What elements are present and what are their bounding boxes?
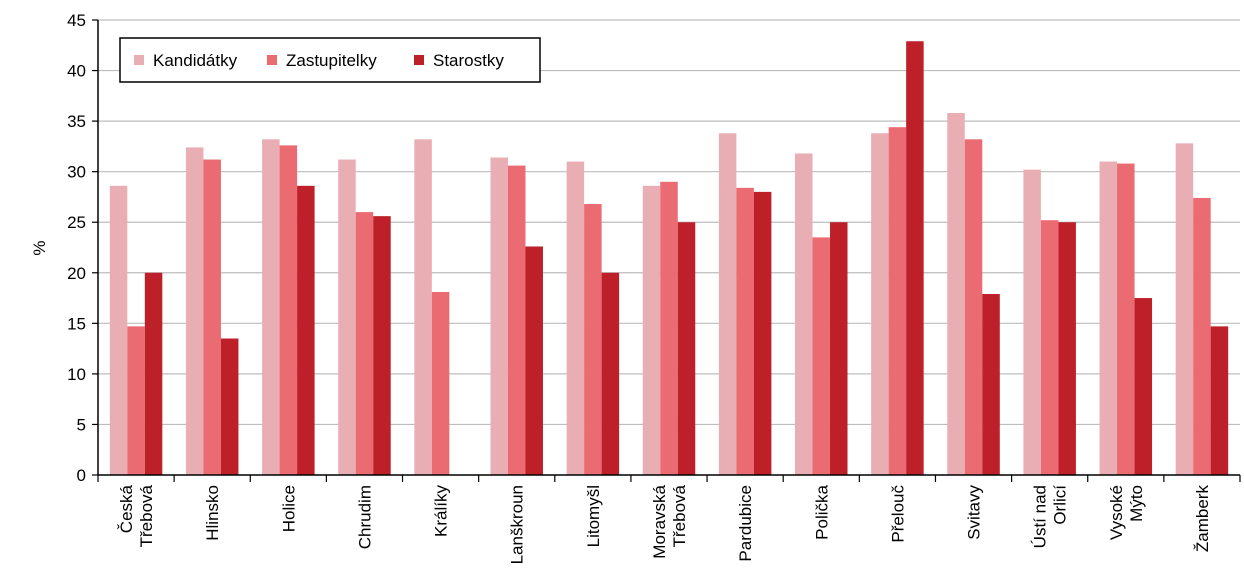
y-tick-label: 25 [67,213,86,232]
x-tick-label: Hlinsko [203,485,222,541]
bar-zastupitelky [1193,197,1211,475]
bar-kandidátky [1099,161,1118,476]
y-tick-label: 20 [67,264,86,283]
legend-swatch [414,55,424,65]
y-tick-label: 10 [67,365,86,384]
bar-zastupitelky [1117,163,1135,476]
x-tick-label: Polička [812,484,831,539]
y-axis-label: % [30,240,49,255]
y-tick-label: 5 [77,415,86,434]
x-tick-label: Česká [117,484,136,533]
x-tick-label: Přelouč [888,485,907,543]
legend: Kandidátky Zastupitelky Starostky [119,37,541,83]
y-tick-label: 45 [67,11,86,30]
bar-kandidátky [566,161,585,476]
bar-zastupitelky [888,127,907,475]
bar-zastupitelky [127,326,145,475]
bar-zastupitelky [964,139,983,476]
x-tick-label: Orlicí [1051,485,1070,525]
x-tick-label: Králíky [432,485,451,537]
bar-starostky [1134,298,1153,475]
bar-starostky [677,222,696,475]
bar-kandidátky [871,133,889,475]
x-tick-label: Holice [279,485,298,532]
bar-kandidátky [1175,143,1194,475]
y-tick-label: 35 [67,112,86,131]
bar-starostky [982,294,1000,475]
x-tick-label: Moravská [650,484,669,558]
bar-starostky [1058,222,1076,475]
bar-starostky [525,246,543,475]
bar-kandidátky [1023,169,1041,475]
bar-kandidátky [795,153,813,475]
y-tick-label: 40 [67,62,86,81]
x-tick-label: Žamberk [1193,485,1212,553]
bar-starostky [220,338,239,475]
bar-zastupitelky [279,145,298,475]
bars [109,41,1229,476]
bar-starostky [297,185,315,476]
bar-kandidátky [262,139,280,476]
bar-kandidátky [642,185,661,476]
bar-zastupitelky [736,187,754,475]
bar-zastupitelky [660,181,678,475]
bar-kandidátky [947,113,965,476]
x-tick-label: Pardubice [736,485,755,562]
x-tick-label: Svitavy [965,485,984,540]
bar-kandidátky [109,185,128,476]
x-tick-label: Vysoké [1107,485,1126,540]
bar-kandidátky [185,147,204,475]
bar-kandidátky [338,159,356,476]
bar-zastupitelky [355,212,374,475]
x-tick-label: Lanškroun [508,485,527,564]
bar-starostky [830,222,848,475]
legend-swatch [134,55,144,65]
x-tick-label: Mýto [1127,485,1146,522]
bar-kandidátky [414,139,432,476]
bar-starostky [373,216,391,475]
bar-kandidátky [718,133,737,475]
legend-label: Zastupitelky [286,51,377,70]
bar-starostky [906,41,924,475]
bar-starostky [753,191,772,475]
bar-zastupitelky [1040,220,1059,475]
bar-zastupitelky [203,159,221,476]
bar-zastupitelky [507,165,526,475]
bar-kandidátky [490,157,508,475]
bar-starostky [1210,326,1229,475]
x-tick-label: Ústí nad [1031,485,1050,548]
x-tick-label: Třebová [670,484,689,547]
legend-swatch [267,55,277,65]
x-tick-label: Třebová [137,484,156,547]
legend-label: Starostky [433,51,504,70]
y-tick-label: 15 [67,314,86,333]
y-tick-label: 30 [67,163,86,182]
bar-zastupitelky [584,204,602,475]
x-tick-label: Litomyšl [584,485,603,547]
legend-box [119,37,541,83]
bar-zastupitelky [812,237,831,475]
bar-starostky [601,272,620,475]
bar-starostky [144,272,163,475]
bar-zastupitelky [431,291,450,475]
legend-label: Kandidátky [153,51,238,70]
y-tick-label: 0 [77,466,86,485]
x-tick-label: Chrudim [355,485,374,549]
